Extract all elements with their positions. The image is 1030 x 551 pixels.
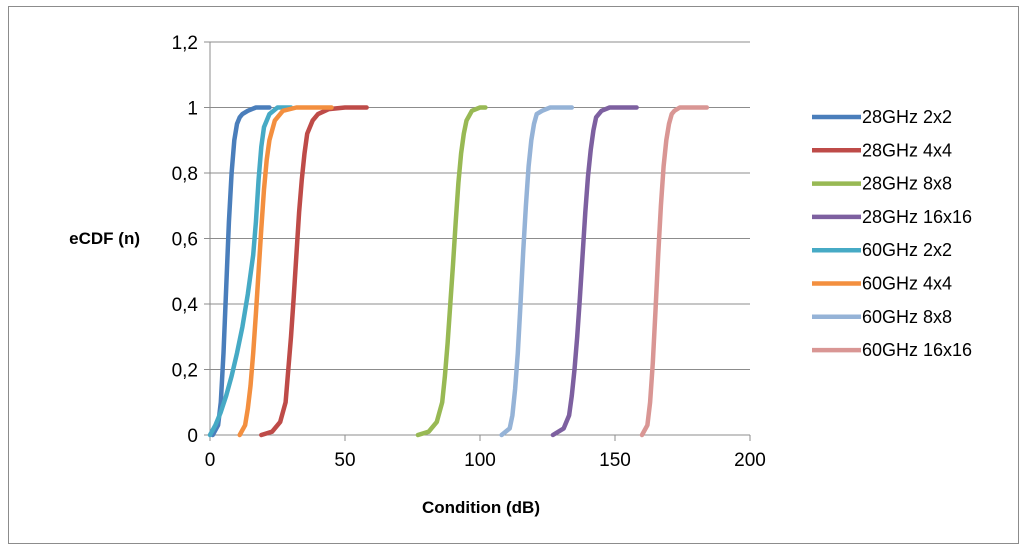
series-line-28ghz-16x16 [550,105,639,438]
legend-label: 28GHz 8x8 [862,174,952,194]
legend-label: 60GHz 2x2 [862,240,952,260]
y-tick-label: 1 [187,99,198,120]
series-line-60ghz-4x4 [237,105,334,438]
series-line-60ghz-8x8 [499,105,575,438]
legend-item: 28GHz 2x2 [812,107,952,127]
legend-item: 28GHz 4x4 [812,140,952,160]
y-axis-title: eCDF (n) [69,229,140,248]
legend-label: 60GHz 8x8 [862,307,952,327]
legend-item: 60GHz 2x2 [812,240,952,260]
series-line-60ghz-16x16 [639,105,710,438]
y-tick-label: 0,6 [172,230,198,251]
legend-label: 28GHz 2x2 [862,107,952,127]
y-tick-label: 0 [187,426,198,447]
x-tick-label: 150 [599,450,631,471]
chart-frame [8,6,1019,544]
x-axis-title: Condition (dB) [422,498,540,517]
y-tick-label: 1,2 [172,33,198,54]
x-tick-label: 0 [205,450,216,471]
x-tick-label: 100 [464,450,496,471]
legend-label: 28GHz 4x4 [862,140,952,160]
y-tick-label: 0,2 [172,361,198,382]
series-line-60ghz-2x2 [207,105,294,438]
legend-item: 60GHz 8x8 [812,307,952,327]
legend-label: 28GHz 16x16 [862,207,972,227]
legend-label: 60GHz 4x4 [862,274,952,294]
series-line-28ghz-8x8 [415,105,488,438]
legend-item: 60GHz 4x4 [812,274,952,294]
legend-item: 28GHz 16x16 [812,207,972,227]
y-tick-label: 0,4 [172,295,199,316]
legend-item: 60GHz 16x16 [812,340,972,360]
legend: 28GHz 2x2 28GHz 4x4 28GHz 8x8 28GHz 16x16 60… [812,107,972,360]
x-tick-label: 50 [334,450,355,471]
legend-item: 28GHz 8x8 [812,174,952,194]
y-tick-label: 0,8 [172,164,198,185]
x-tick-label: 200 [734,450,766,471]
legend-label: 60GHz 16x16 [862,340,972,360]
series-layer [207,105,710,438]
series-line-28ghz-2x2 [210,105,272,438]
series-line-28ghz-4x4 [259,105,369,438]
axis-layer: 0 0,2 0,4 0,6 0,8 1 1,2 0 50 100 150 200 [172,33,766,471]
